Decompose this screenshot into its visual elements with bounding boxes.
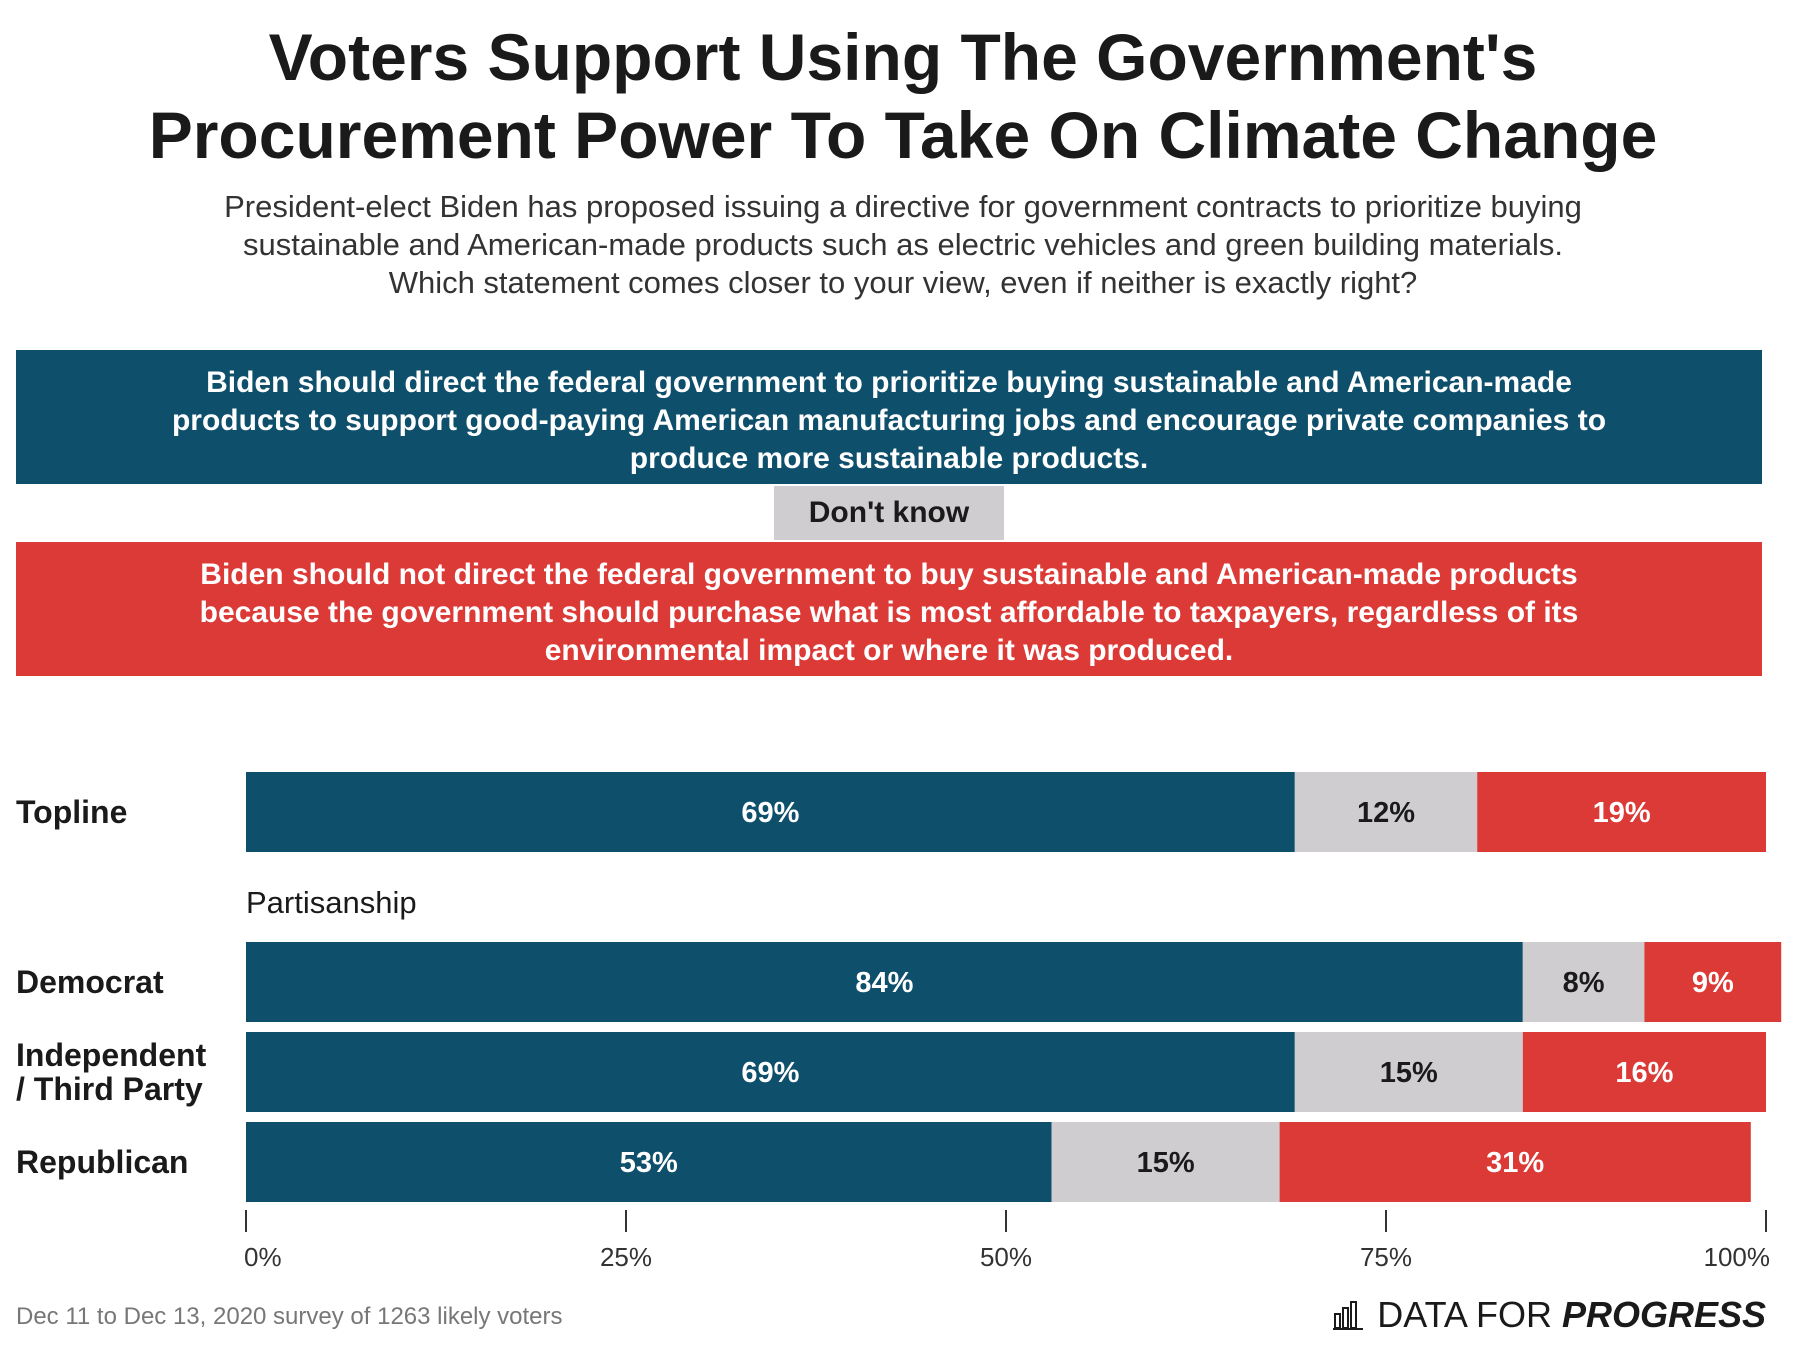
x-tick-label: 75% bbox=[1360, 1242, 1412, 1272]
x-tick-label: 50% bbox=[980, 1242, 1032, 1272]
bar-chart-icon bbox=[1333, 1301, 1364, 1330]
legend-dont-know: Don't know bbox=[774, 486, 1004, 540]
bar-topline-oppose bbox=[1477, 772, 1766, 852]
row-label-independent: Independent / Third Party bbox=[16, 1037, 207, 1107]
x-tick-label: 100% bbox=[1704, 1242, 1771, 1272]
chart-title: Voters Support Using The Government's Pr… bbox=[148, 20, 1658, 172]
bar-label-topline-oppose: 19% bbox=[1593, 797, 1651, 829]
bar-label-independent-oppose: 16% bbox=[1615, 1057, 1673, 1089]
bar-label-independent-support: 69% bbox=[741, 1057, 799, 1089]
bar-label-republican-support: 53% bbox=[620, 1147, 678, 1179]
bar-republican-dont-know bbox=[1051, 1122, 1280, 1202]
section-label-partisanship: Partisanship bbox=[246, 885, 417, 920]
brand-text-bold: PROGRESS bbox=[1561, 1294, 1766, 1335]
bar-label-topline-support: 69% bbox=[741, 797, 799, 829]
bar-topline-dont-know bbox=[1294, 772, 1478, 852]
bar-label-republican-oppose: 31% bbox=[1486, 1147, 1544, 1179]
bar-label-republican-dont-know: 15% bbox=[1137, 1147, 1195, 1179]
bar-label-democrat-dont-know: 8% bbox=[1563, 967, 1605, 999]
legend-oppose-statement: Biden should not direct the federal gove… bbox=[16, 542, 1762, 676]
bar-democrat-support bbox=[246, 942, 1523, 1022]
legend-support-statement: Biden should direct the federal governme… bbox=[16, 350, 1762, 484]
bar-label-democrat-oppose: 9% bbox=[1692, 967, 1734, 999]
bar-democrat-oppose bbox=[1644, 942, 1782, 1022]
x-tick-label: 0% bbox=[244, 1242, 282, 1272]
bar-republican-oppose bbox=[1279, 1122, 1751, 1202]
row-label-topline: Topline bbox=[16, 794, 128, 830]
chart-subtitle: President-elect Biden has proposed issui… bbox=[224, 189, 1582, 300]
survey-note: Dec 11 to Dec 13, 2020 survey of 1263 li… bbox=[16, 1303, 563, 1330]
brand-text-light: DATA FOR bbox=[1377, 1294, 1552, 1335]
bar-label-topline-dont-know: 12% bbox=[1357, 797, 1415, 829]
bar-independent-oppose bbox=[1522, 1032, 1766, 1112]
bar-democrat-dont-know bbox=[1522, 942, 1645, 1022]
bar-independent-dont-know bbox=[1294, 1032, 1523, 1112]
bar-independent-support bbox=[246, 1032, 1295, 1112]
brand-logo: DATA FOR PROGRESS bbox=[1333, 1294, 1766, 1336]
bar-republican-support bbox=[246, 1122, 1052, 1202]
x-tick-label: 25% bbox=[600, 1242, 652, 1272]
bar-topline-support bbox=[246, 772, 1295, 852]
bar-label-democrat-support: 84% bbox=[855, 967, 913, 999]
bar-label-independent-dont-know: 15% bbox=[1380, 1057, 1438, 1089]
row-label-republican: Republican bbox=[16, 1144, 189, 1180]
row-label-democrat: Democrat bbox=[16, 964, 164, 1000]
